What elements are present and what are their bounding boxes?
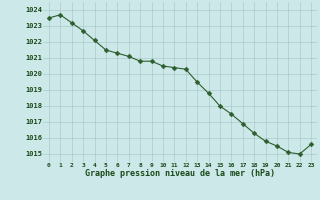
X-axis label: Graphe pression niveau de la mer (hPa): Graphe pression niveau de la mer (hPa) (85, 169, 275, 178)
